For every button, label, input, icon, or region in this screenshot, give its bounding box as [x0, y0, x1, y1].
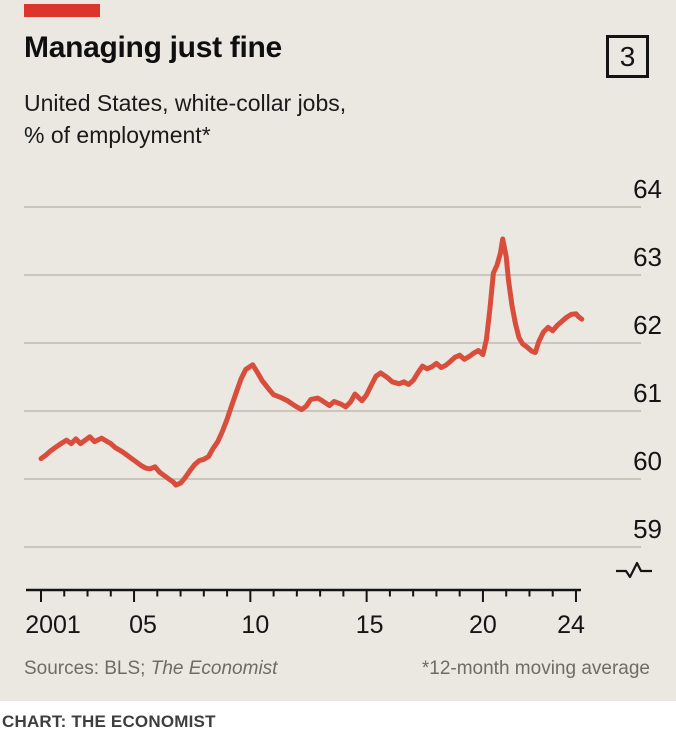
sources-row: Sources: BLS; The Economist *12-month mo… — [24, 658, 650, 680]
chart-credit: CHART: THE ECONOMIST — [2, 712, 216, 731]
data-line-white-collar-share — [38, 236, 585, 488]
y-axis-label-61: 61 — [633, 378, 662, 408]
economist-brand-bar — [24, 4, 100, 17]
sources-economist-italic: The Economist — [150, 658, 278, 679]
x-axis-label-2020: 20 — [469, 611, 497, 639]
figure-number-badge: 3 — [606, 35, 649, 78]
y-axis-label-60: 60 — [633, 446, 662, 476]
chart-subtitle: United States, white-collar jobs, % of e… — [24, 87, 346, 151]
y-axis-label-63: 63 — [633, 242, 662, 272]
x-axis-label-2024: 24 — [557, 611, 585, 639]
x-axis-label-2005: 05 — [129, 611, 157, 639]
footnote-text: *12-month moving average — [421, 658, 650, 679]
sources-text: Sources: BLS; The Economist — [24, 658, 277, 680]
axis-break-icon — [616, 561, 652, 579]
y-axis-label-59: 59 — [633, 514, 662, 544]
figure-number: 3 — [619, 40, 636, 72]
y-axis-label-62: 62 — [633, 310, 662, 340]
x-axis-label-2015: 15 — [356, 611, 384, 639]
chart-subtitle-line-1: United States, white-collar jobs, — [24, 90, 347, 116]
chart-title: Managing just fine — [24, 31, 282, 64]
line-chart: 59 60 61 62 63 64 2001 05 10 15 20 24 — [24, 174, 662, 639]
chart-card: Managing just fine 3 United States, whit… — [0, 0, 676, 701]
y-axis-label-64: 64 — [633, 174, 662, 204]
chart-subtitle-line-2: % of employment* — [24, 122, 211, 148]
sources-prefix: Sources: BLS; — [24, 658, 151, 679]
x-axis-label-2010: 10 — [241, 611, 269, 639]
x-axis-label-2001: 2001 — [25, 611, 81, 639]
